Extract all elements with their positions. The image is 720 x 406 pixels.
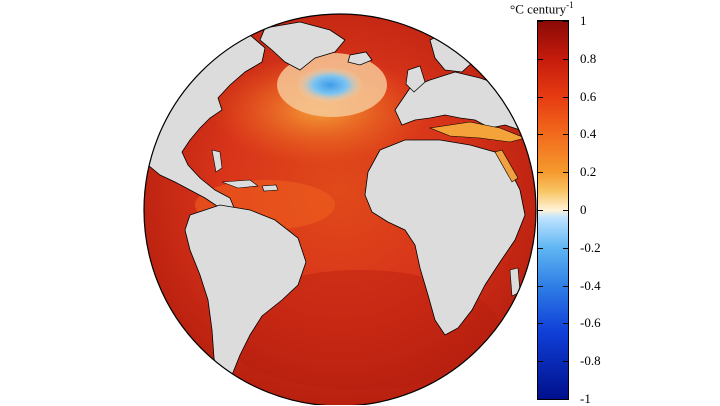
colorbar-tick-left (538, 172, 543, 174)
colorbar-tick-right (563, 285, 568, 287)
colorbar-tick-left (538, 285, 543, 287)
colorbar-tick-left (538, 21, 543, 22)
colorbar-tick-label: 0.8 (580, 50, 597, 66)
colorbar-tick-left (538, 247, 543, 249)
colorbar-tick-label: 0 (580, 202, 587, 217)
colorbar-tick-label: -0.6 (580, 315, 601, 331)
iceland (347, 51, 373, 66)
colorbar-tick-label: 1 (580, 13, 587, 28)
colorbar-tick-right (563, 21, 568, 22)
colorbar-tick-label: -0.2 (580, 239, 601, 255)
british-isles (405, 65, 426, 93)
colorbar-tick-left (538, 361, 543, 363)
colorbar-title-main: °C century (510, 1, 567, 17)
colorbar-tick-right (563, 134, 568, 136)
colorbar-tick-label: -0.8 (580, 353, 601, 369)
africa (364, 139, 526, 336)
colorbar-tick-right (563, 247, 568, 249)
cuba (221, 179, 259, 189)
colorbar-tick-left (538, 96, 543, 98)
colorbar-title: °C century-1 (510, 0, 610, 17)
colorbar-tick-right (563, 361, 568, 363)
colorbar-tick-left (538, 399, 543, 400)
colorbar-tick-label: -1 (580, 391, 591, 406)
colorbar-tick-right (563, 399, 568, 400)
red-sea (494, 149, 519, 183)
colorbar-title-exponent: -1 (566, 0, 574, 10)
colorbar-tick-right (563, 172, 568, 174)
colorbar-tick-label: 0.2 (580, 164, 597, 180)
colorbar-tick-label: -0.4 (580, 277, 601, 293)
colorbar-tick-label: 0.4 (580, 126, 597, 142)
warming-hole (296, 67, 364, 103)
colorbar-tick-left (538, 134, 543, 136)
colorbar-tick-right (563, 323, 568, 325)
mediterranean-sea (428, 121, 526, 143)
greenland (259, 21, 346, 71)
colorbar-tick-right (563, 210, 568, 211)
globe-outline (143, 13, 537, 405)
colorbar-tick-right (563, 96, 568, 98)
colorbar-tick-left (538, 210, 543, 211)
colorbar-tick-left (538, 58, 543, 60)
colorbar (537, 20, 569, 400)
colorbar-tick-label: 0.6 (580, 88, 597, 104)
south-america (184, 204, 307, 393)
hispaniola (261, 184, 279, 192)
florida (211, 149, 223, 173)
colorbar-tick-right (563, 58, 568, 60)
colorbar-tick-left (538, 323, 543, 325)
